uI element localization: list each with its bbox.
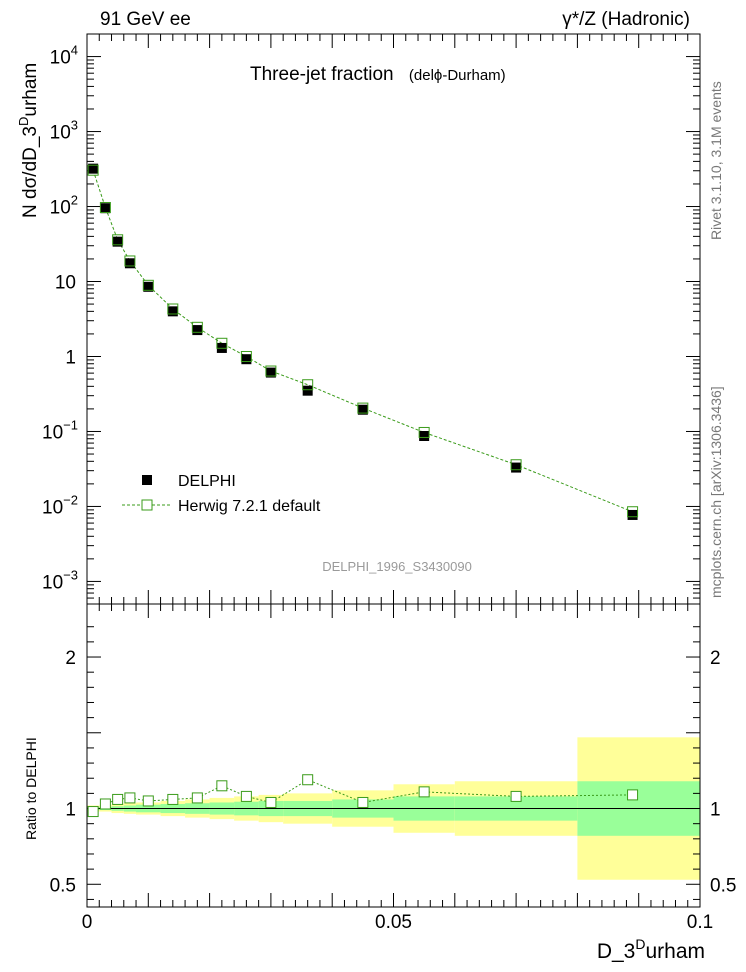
ratio-tick-label-right: 2	[710, 648, 721, 669]
herwig-point	[124, 255, 136, 267]
herwig-ratio-point	[510, 790, 522, 802]
delphi-point	[192, 325, 203, 336]
ratio-y-axis-label: Ratio to DELPHI	[23, 737, 39, 840]
x-tick-label: 0.05	[375, 912, 412, 933]
herwig-ratio-point	[99, 798, 111, 810]
herwig-ratio-point	[191, 792, 203, 804]
herwig-ratio-point	[418, 786, 430, 798]
chart-title: Three-jet fraction (delϕ-Durham)	[250, 64, 506, 85]
herwig-point	[191, 321, 203, 333]
herwig-ratio-point	[142, 795, 154, 807]
delphi-point	[627, 509, 638, 520]
y-tick-label: 1	[65, 347, 76, 368]
herwig-point	[87, 164, 99, 176]
legend-marker-herwig	[141, 499, 153, 511]
y-tick-label: 10−3	[42, 567, 78, 593]
herwig-point	[112, 234, 124, 246]
x-tick-label: 0.1	[687, 912, 713, 933]
rivet-version-label: Rivet 3.1.10, 3.1M events	[708, 81, 724, 240]
herwig-ratio-point	[112, 793, 124, 805]
main-panel-frame	[86, 33, 701, 605]
herwig-ratio-point	[167, 793, 179, 805]
herwig-point	[142, 279, 154, 291]
herwig-ratio-point	[627, 789, 639, 801]
header-right-label: γ*/Z (Hadronic)	[562, 9, 690, 30]
herwig-ratio-point	[302, 774, 314, 786]
herwig-ratio-point	[240, 790, 252, 802]
y-tick-label: 103	[50, 118, 78, 144]
herwig-point	[302, 379, 314, 391]
herwig-ratio-point	[124, 792, 136, 804]
herwig-ratio-point	[87, 806, 99, 818]
legend: DELPHI Herwig 7.2.1 default	[122, 473, 321, 515]
herwig-ratio-point	[357, 796, 369, 808]
legend-label-delphi: DELPHI	[178, 473, 236, 490]
herwig-line	[92, 170, 633, 513]
herwig-point	[216, 337, 228, 349]
delphi-point	[124, 258, 135, 269]
herwig-point	[418, 426, 430, 438]
delphi-point	[357, 404, 368, 415]
legend-marker-delphi	[142, 475, 152, 485]
header-left-label: 91 GeV ee	[100, 9, 191, 30]
ratio-tick-label-right: 1	[710, 800, 721, 821]
delphi-point	[112, 236, 123, 247]
delphi-point	[511, 462, 522, 473]
ratio-tick-label: 2	[65, 648, 76, 669]
x-axis-label: D_3Durham	[597, 936, 705, 963]
delphi-point	[143, 281, 154, 292]
herwig-point	[167, 303, 179, 315]
analysis-watermark: DELPHI_1996_S3430090	[322, 559, 472, 574]
herwig-point	[99, 202, 111, 214]
delphi-point	[265, 367, 276, 378]
herwig-point	[510, 459, 522, 471]
legend-label-herwig: Herwig 7.2.1 default	[178, 498, 321, 515]
y-tick-label: 10	[55, 273, 76, 294]
delphi-point	[241, 354, 252, 365]
herwig-point	[240, 350, 252, 362]
chart-subtitle: (delϕ-Durham)	[409, 67, 506, 84]
delphi-point	[167, 306, 178, 317]
herwig-point	[265, 365, 277, 377]
y-tick-label: 10−1	[42, 417, 78, 443]
herwig-ratio-point	[265, 796, 277, 808]
delphi-point	[419, 431, 430, 442]
herwig-point	[627, 506, 639, 518]
delphi-point	[302, 385, 313, 396]
ratio-tick-label: 1	[65, 800, 76, 821]
x-tick-label: 0	[82, 912, 93, 933]
ratio-tick-label-right: 0.5	[710, 875, 736, 896]
delphi-point	[100, 203, 111, 214]
mcplots-label: mcplots.cern.ch [arXiv:1306.3436]	[708, 386, 724, 598]
chart-title-main: Three-jet fraction	[250, 64, 394, 85]
y-tick-label: 10−2	[42, 492, 78, 518]
y-tick-label: 102	[50, 193, 78, 219]
y-axis-label: N dσ/dD_3Durham	[16, 63, 41, 218]
herwig-ratio-point	[216, 780, 228, 792]
herwig-point	[357, 402, 369, 414]
delphi-point	[88, 163, 99, 174]
y-tick-label: 104	[50, 43, 78, 69]
ratio-tick-label: 0.5	[50, 875, 76, 896]
